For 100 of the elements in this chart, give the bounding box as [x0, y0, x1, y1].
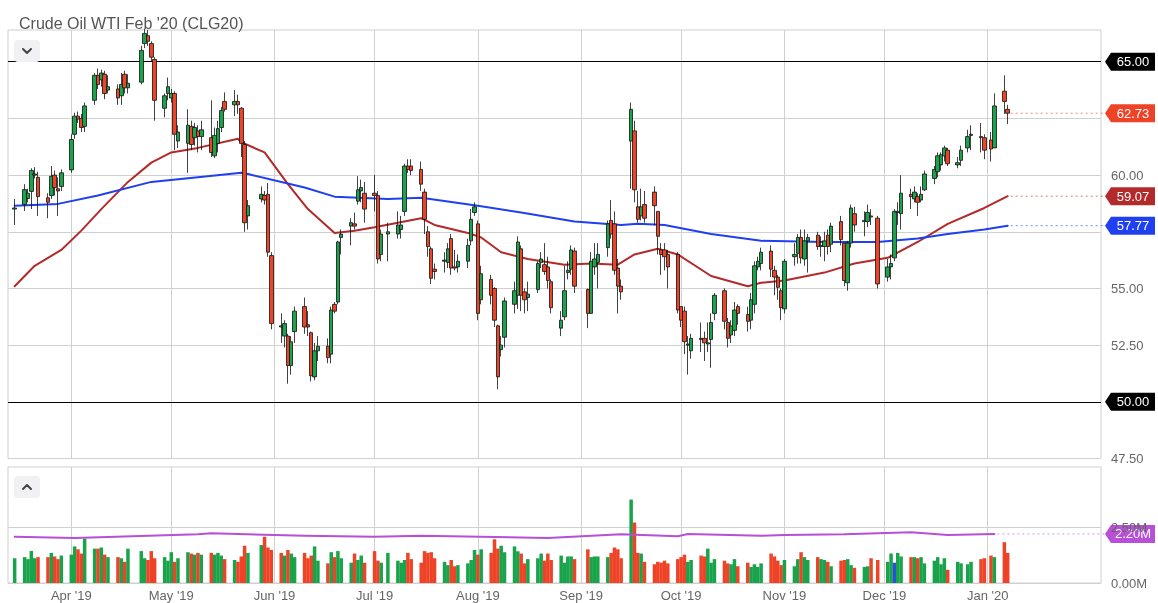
bar [589, 557, 593, 583]
candlestick [196, 124, 200, 153]
bar [629, 499, 633, 583]
candlestick [822, 231, 827, 262]
candlestick [806, 233, 810, 273]
x-tick-label: May '19 [148, 588, 194, 603]
candlestick [399, 215, 403, 239]
bar [839, 560, 843, 583]
bar [186, 552, 190, 583]
candlestick [945, 147, 950, 167]
candlestick [636, 190, 640, 224]
bar [246, 552, 250, 583]
bar [736, 566, 740, 583]
bar [176, 558, 180, 583]
bar [449, 560, 453, 583]
bar [749, 566, 753, 583]
candlestick [799, 229, 803, 264]
bar [806, 560, 810, 583]
bar [979, 559, 983, 583]
candlestick [639, 188, 643, 221]
ref-line-label: 50.00 [1116, 394, 1150, 410]
bar [526, 559, 530, 583]
x-tick-label: Nov '19 [762, 588, 807, 603]
candlestick [885, 258, 890, 283]
candlestick [796, 233, 800, 264]
bar [76, 549, 80, 583]
candlestick [349, 217, 353, 246]
bar [56, 559, 60, 583]
candlestick [596, 242, 600, 289]
candlestick [909, 188, 913, 210]
candlestick [959, 145, 963, 167]
bar [909, 557, 913, 583]
bar [699, 555, 703, 583]
candlestick [172, 90, 177, 151]
bar [899, 556, 903, 583]
bar [456, 565, 460, 583]
candlestick [396, 210, 400, 239]
candlestick [142, 28, 147, 49]
candlestick [476, 220, 480, 321]
bar [546, 553, 550, 583]
y-tick-label: 60.00 [1111, 167, 1144, 183]
x-tick-label: Dec '19 [862, 588, 907, 603]
candlestick [102, 70, 107, 100]
bar [776, 560, 780, 583]
candlestick [199, 120, 204, 151]
y-tick-label: 0.00M [1111, 575, 1148, 591]
bar [989, 555, 993, 583]
bar [826, 561, 830, 583]
bar [406, 552, 410, 583]
bar [106, 557, 110, 583]
candlestick [642, 190, 647, 224]
chart-title: Crude Oil WTI Feb '20 (CLG20) [19, 14, 244, 32]
bar [126, 548, 130, 583]
bar [959, 563, 963, 583]
candlestick [969, 124, 973, 151]
bar [869, 558, 873, 583]
bar [349, 562, 353, 583]
candlestick [759, 247, 763, 271]
candlestick [899, 174, 903, 230]
candlestick [362, 181, 367, 224]
x-tick-label: Aug '19 [456, 588, 500, 603]
bar [829, 566, 833, 583]
x-tick-label: Sep '19 [559, 588, 603, 603]
candlestick [409, 158, 413, 176]
x-tick-label: Jan '20 [966, 588, 1009, 603]
bar [616, 549, 620, 583]
candlestick [449, 233, 453, 276]
data-label: 57.77 [1116, 218, 1150, 234]
y-tick-label: 55.00 [1111, 280, 1144, 296]
bar [919, 557, 923, 583]
candlestick [36, 171, 40, 217]
candlestick [526, 281, 530, 312]
bar [769, 553, 773, 583]
x-tick-label: Oct '19 [660, 588, 702, 603]
x-tick-label: Apr '19 [50, 588, 92, 603]
bar [479, 549, 483, 583]
bar [539, 553, 543, 583]
candlestick [356, 175, 360, 205]
y-tick-label: 47.50 [1111, 451, 1144, 466]
candlestick [186, 108, 190, 174]
bar [609, 552, 613, 583]
candlestick [869, 208, 873, 226]
x-tick-label: Jun '19 [253, 588, 296, 603]
bar [116, 557, 120, 583]
candlestick [829, 222, 833, 253]
candlestick [419, 161, 423, 192]
annotation: 62.73 [1116, 105, 1150, 121]
bar [586, 549, 590, 583]
candlestick [22, 183, 27, 212]
bar [596, 556, 600, 583]
candlestick [139, 45, 144, 85]
ref-line-label: 65.00 [1116, 54, 1150, 70]
bar [329, 552, 333, 583]
bar [779, 565, 783, 583]
candlestick [329, 306, 333, 364]
candlestick [126, 73, 130, 94]
bar [559, 555, 563, 583]
bar [889, 553, 893, 583]
candlestick [819, 235, 823, 258]
y-tick-label: 52.50 [1111, 337, 1144, 353]
